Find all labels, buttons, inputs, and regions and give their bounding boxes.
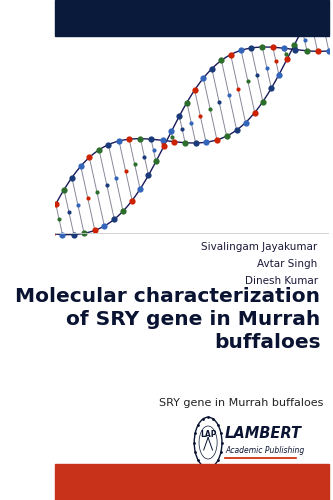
Text: LAP: LAP	[200, 430, 216, 440]
Text: Sivalingam Jayakumar: Sivalingam Jayakumar	[201, 242, 318, 252]
Text: SRY gene in Murrah buffaloes: SRY gene in Murrah buffaloes	[159, 398, 323, 407]
Text: Molecular characterization
of SRY gene in Murrah
buffaloes: Molecular characterization of SRY gene i…	[15, 288, 320, 352]
Text: Avtar Singh: Avtar Singh	[257, 259, 318, 269]
Bar	[55, 464, 329, 500]
Circle shape	[194, 417, 222, 468]
Bar	[55, 0, 329, 36]
Text: Academic Publishing: Academic Publishing	[225, 446, 304, 454]
Text: Dinesh Kumar: Dinesh Kumar	[244, 276, 318, 285]
Circle shape	[199, 426, 217, 459]
Text: LAMBERT: LAMBERT	[225, 426, 302, 441]
